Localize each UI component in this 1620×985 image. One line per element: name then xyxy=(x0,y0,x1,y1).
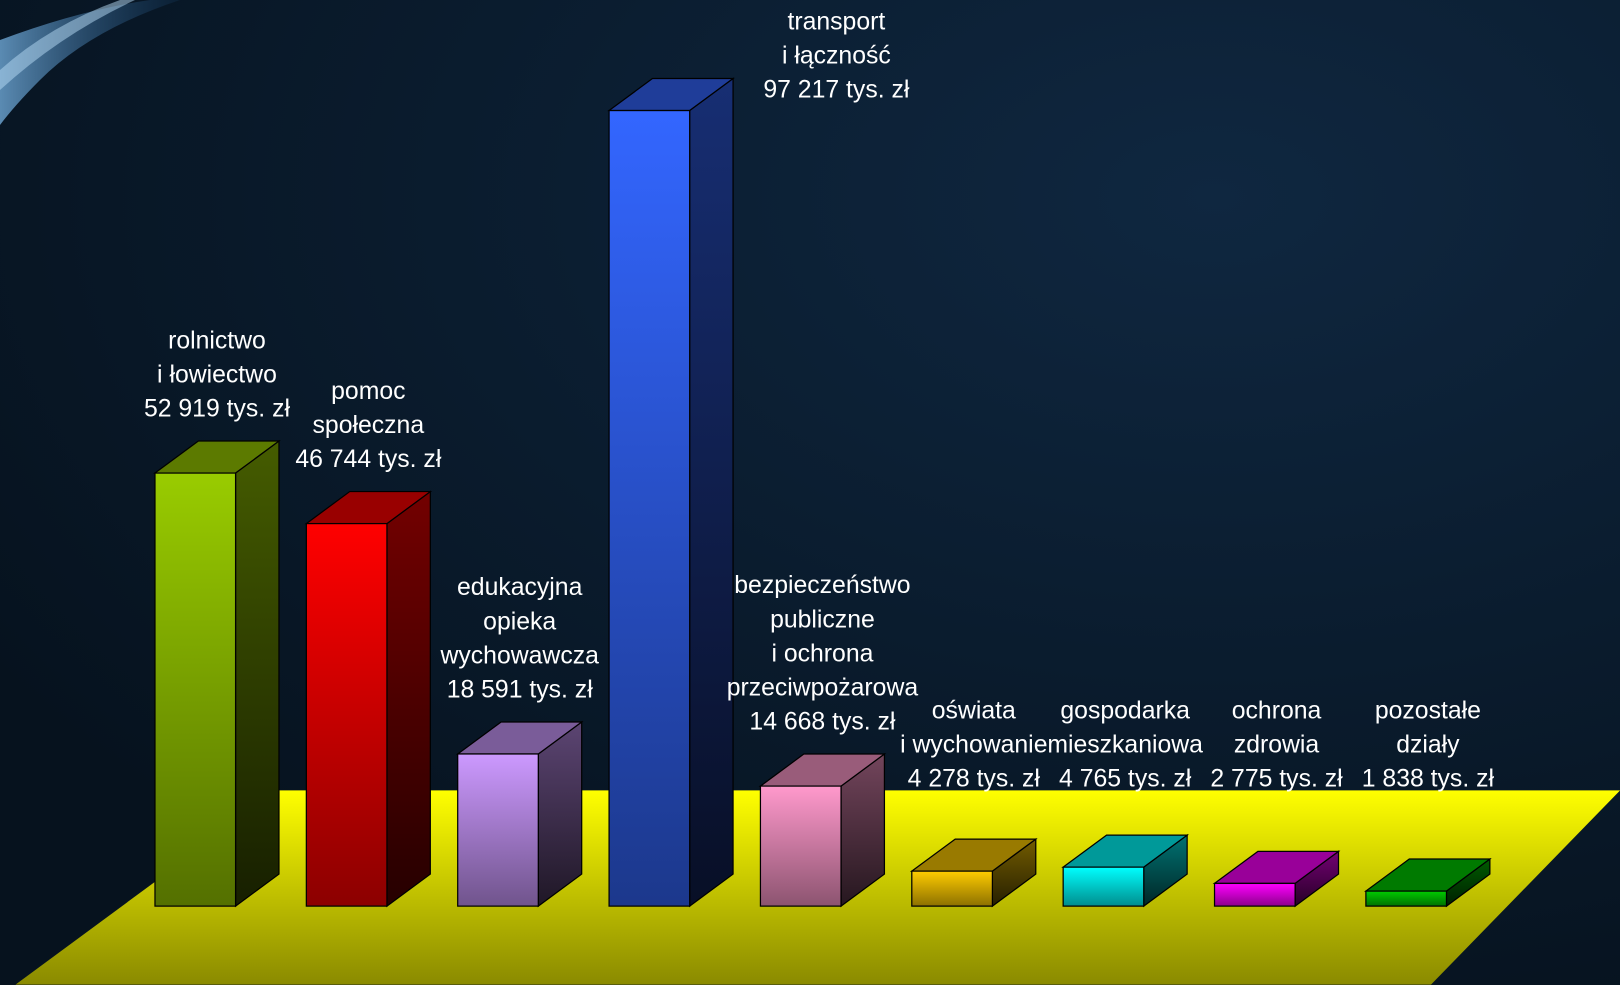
bar xyxy=(911,870,994,907)
value-label: 1 838 tys. zł xyxy=(1362,766,1495,793)
category-label: oświata xyxy=(932,697,1016,724)
value-label: 46 744 tys. zł xyxy=(295,446,442,473)
decor-swoosh xyxy=(0,0,180,125)
category-label: gospodarka xyxy=(1060,697,1190,724)
bar xyxy=(154,472,237,907)
value-label: 2 775 tys. zł xyxy=(1210,766,1343,793)
bar-side xyxy=(386,490,431,908)
category-label: ochrona xyxy=(1232,697,1322,724)
bar xyxy=(1365,890,1448,907)
bar xyxy=(457,753,539,907)
category-label: bezpieczeństwo xyxy=(734,572,910,599)
category-label: pomoc xyxy=(331,378,405,405)
bar xyxy=(608,109,691,907)
value-label: 4 765 tys. zł xyxy=(1059,766,1192,793)
category-label: przeciwpożarowa xyxy=(727,675,919,702)
bar xyxy=(305,522,388,907)
category-label: wychowawcza xyxy=(440,642,600,669)
category-label: publiczne xyxy=(770,606,875,633)
value-label: 52 919 tys. zł xyxy=(144,396,291,423)
value-label: 18 591 tys. zł xyxy=(447,677,594,704)
category-label: transport xyxy=(787,8,885,35)
value-label: 4 278 tys. zł xyxy=(908,766,1041,793)
category-label: społeczna xyxy=(313,412,425,439)
category-label: edukacyjna xyxy=(457,574,583,601)
bar xyxy=(759,785,842,907)
bar xyxy=(1062,866,1145,907)
category-label: pozostałe xyxy=(1375,697,1481,724)
bar-side xyxy=(689,77,734,908)
category-label: działy xyxy=(1396,732,1460,759)
bar-side xyxy=(234,439,280,908)
value-label: 97 217 tys. zł xyxy=(763,76,910,103)
category-label: zdrowia xyxy=(1234,732,1320,759)
category-label: i wychowanie xyxy=(900,732,1047,759)
category-label: i ochrona xyxy=(771,640,873,667)
plot: rolnictwo i łowiectwo 52 919 tys. zł pomoc s… xyxy=(15,8,1620,985)
category-label: mieszkaniowa xyxy=(1047,732,1203,759)
category-label: opieka xyxy=(483,608,556,635)
category-label: i łączność xyxy=(782,42,891,69)
category-label: i łowiectwo xyxy=(157,361,277,388)
bar xyxy=(1213,882,1296,907)
category-label: rolnictwo xyxy=(168,327,266,354)
value-label: 14 668 tys. zł xyxy=(749,709,896,736)
